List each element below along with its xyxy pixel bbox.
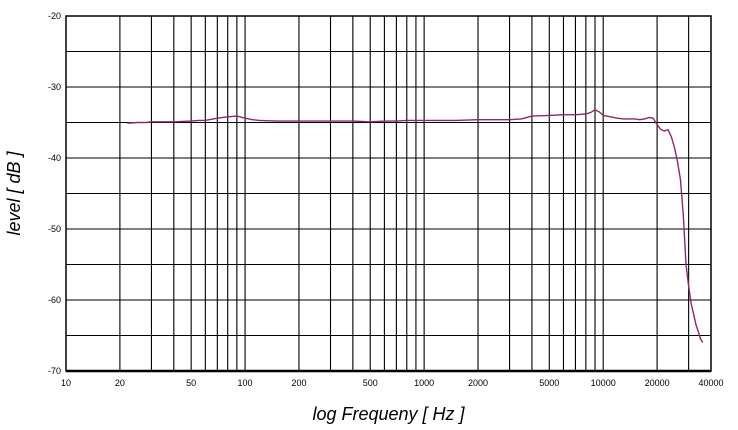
x-tick-labels: 10 20 50 100 200 500 1000 2000 5000 10000 20000 400…: [61, 378, 724, 388]
x-tick-label: 2000: [468, 378, 488, 388]
x-tick-label: 100: [238, 378, 253, 388]
series-group: [127, 108, 704, 343]
x-tick-label: 50: [186, 378, 196, 388]
y-tick-labels: -70 -60 -50 -40 -30 -20: [48, 11, 61, 376]
x-tick-label: 20000: [645, 378, 670, 388]
y-tick-label: -20: [48, 11, 61, 21]
x-tick-label: 10000: [591, 378, 616, 388]
x-axis-label: log Frequeny [ Hz ]: [312, 404, 465, 424]
y-tick-label: -40: [48, 153, 61, 163]
x-tick-label: 200: [291, 378, 306, 388]
x-tick-label: 20: [115, 378, 125, 388]
y-axis-label: level [ dB ]: [4, 150, 24, 235]
plot-frame: [65, 15, 712, 372]
y-tick-label: -60: [48, 295, 61, 305]
x-tick-label: 1000: [414, 378, 434, 388]
y-tick-label: -50: [48, 224, 61, 234]
x-tick-label: 10: [61, 378, 71, 388]
x-tick-label: 5000: [539, 378, 559, 388]
x-tick-label: 500: [363, 378, 378, 388]
series-line: [127, 108, 704, 343]
y-tick-label: -30: [48, 82, 61, 92]
y-tick-label: -70: [48, 366, 61, 376]
x-tick-label: 40000: [698, 378, 723, 388]
